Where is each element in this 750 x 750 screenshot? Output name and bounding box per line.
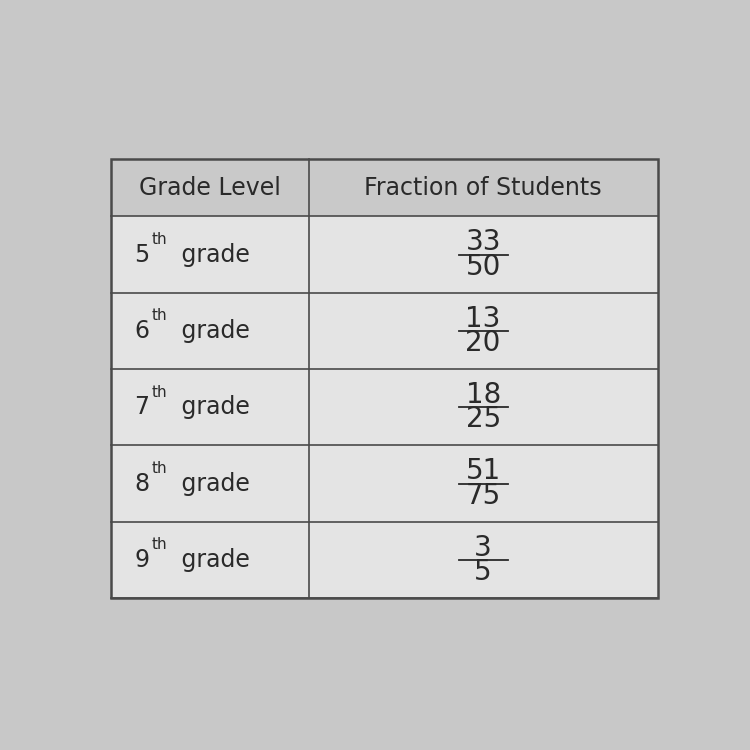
Text: th: th	[152, 537, 167, 552]
Bar	[111, 292, 658, 369]
Text: 8: 8	[134, 472, 149, 496]
Text: grade: grade	[174, 319, 250, 343]
Text: th: th	[152, 385, 167, 400]
Bar	[111, 159, 658, 598]
Text: 25: 25	[466, 406, 501, 433]
Text: 18: 18	[466, 381, 501, 409]
Bar	[111, 446, 658, 522]
Text: th: th	[152, 460, 167, 476]
Text: 5: 5	[474, 558, 492, 586]
Text: grade: grade	[174, 548, 250, 572]
Text: 20: 20	[466, 329, 501, 357]
Text: Grade Level: Grade Level	[139, 176, 281, 200]
Text: 5: 5	[134, 242, 150, 266]
Text: 7: 7	[134, 395, 149, 419]
Text: 6: 6	[134, 319, 149, 343]
Text: 51: 51	[466, 458, 501, 485]
Text: 13: 13	[466, 304, 501, 333]
Bar	[111, 159, 658, 216]
Text: grade: grade	[174, 242, 250, 266]
Text: Fraction of Students: Fraction of Students	[364, 176, 602, 200]
Text: th: th	[152, 232, 167, 247]
Text: 33: 33	[466, 228, 501, 256]
Text: grade: grade	[174, 472, 250, 496]
Bar	[111, 216, 658, 292]
Text: 75: 75	[466, 482, 501, 510]
Text: 9: 9	[134, 548, 149, 572]
Text: 50: 50	[466, 253, 501, 280]
Bar	[111, 522, 658, 599]
Text: grade: grade	[174, 395, 250, 419]
Bar	[111, 369, 658, 446]
Text: 3: 3	[474, 534, 492, 562]
Text: th: th	[152, 308, 167, 323]
